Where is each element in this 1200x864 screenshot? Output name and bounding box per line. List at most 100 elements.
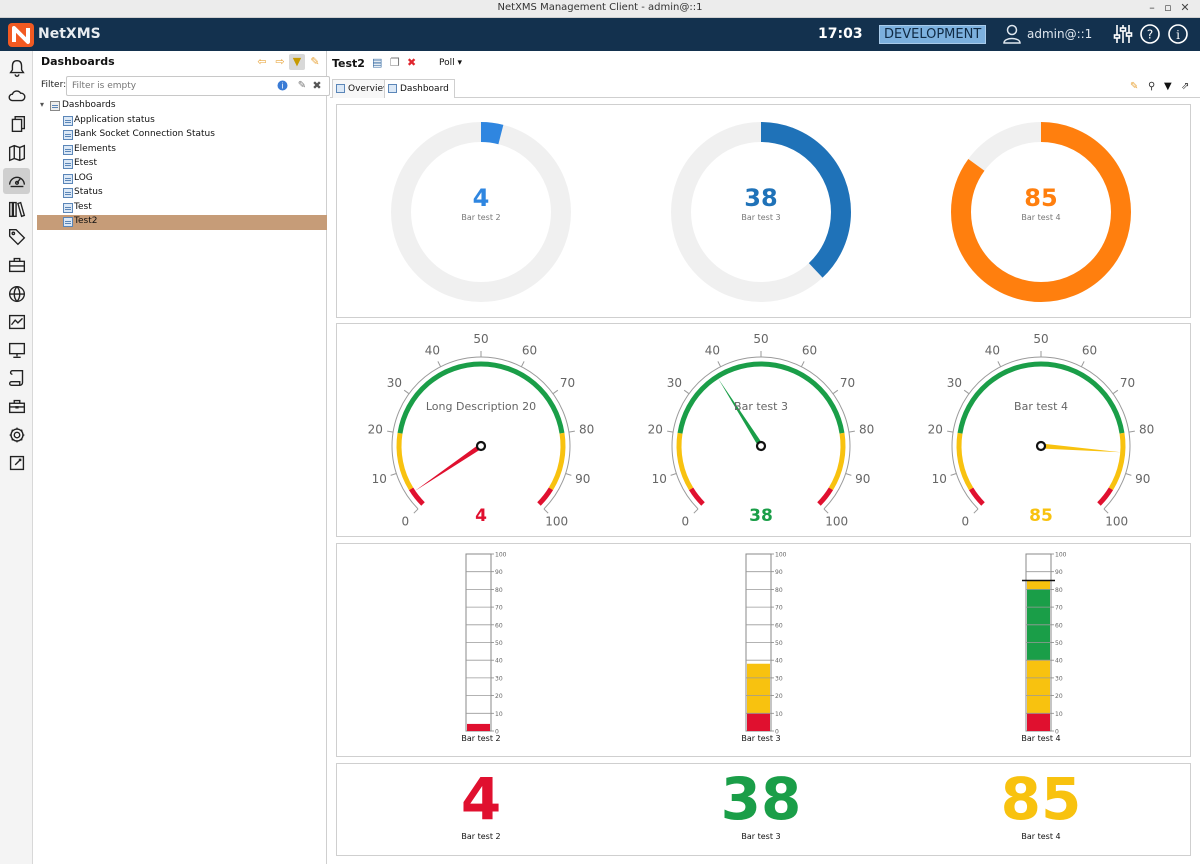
tree-item[interactable]: Application status	[37, 114, 327, 129]
dial-tick	[390, 473, 397, 476]
tab-overview[interactable]: Overview	[332, 79, 397, 98]
bar-gauge: 0 10 20 30 40 50 60 70 80 90 100 Bar test 4	[901, 544, 1181, 756]
user-name[interactable]: admin@::1	[1027, 27, 1093, 41]
tree-root[interactable]: ▾ Dashboards	[37, 99, 327, 114]
delete-icon[interactable]: ✖	[407, 56, 417, 69]
window-icon[interactable]: ▤	[372, 56, 383, 69]
bar-tick-label: 10	[1055, 711, 1063, 718]
tree-item[interactable]: Bank Socket Connection Status	[37, 128, 327, 143]
forward-arrow-icon[interactable]: ⇨	[275, 55, 285, 68]
briefcase-icon[interactable]	[3, 252, 30, 278]
help-icon[interactable]: ?	[1139, 23, 1161, 45]
dial-hub	[475, 440, 487, 452]
dial-tick	[683, 389, 690, 395]
ring-gauge: 4 Bar test 2	[341, 105, 621, 317]
dial-tick-label: 100	[545, 515, 568, 529]
dial-tick-label: 30	[387, 376, 402, 390]
bar-fill-segment	[1027, 607, 1050, 625]
ring-value-arc	[391, 122, 571, 302]
tree-item[interactable]: Elements	[37, 143, 327, 158]
dial-tick-label: 60	[802, 344, 817, 358]
bar-tick-label: 10	[495, 711, 503, 718]
tags-icon[interactable]	[3, 224, 30, 250]
tree-item[interactable]: Test	[37, 201, 327, 216]
gear-icon[interactable]	[3, 422, 30, 448]
bar-gauges-panel: 0 10 20 30 40 50 60 70 80 90 100 Bar test 2 0 10 20 30 4…	[336, 543, 1191, 757]
dial-tick-label: 50	[473, 332, 488, 346]
monitor-icon[interactable]	[3, 337, 30, 363]
tab-dashboard[interactable]: Dashboard	[384, 79, 455, 98]
dial-gauges-panel: 0 10 20 30 40 50 60 70 80 90 100 Long Description 2…	[336, 323, 1191, 537]
bell-icon[interactable]	[3, 55, 30, 81]
poll-button[interactable]: Poll ▾	[439, 58, 462, 68]
pin-icon[interactable]: ✎	[310, 55, 320, 68]
dashboard-tree: ▾ Dashboards Application status Bank Sock…	[37, 99, 327, 230]
dial-tick	[1112, 389, 1119, 395]
dial-zone-yellow	[396, 432, 414, 491]
bar-label: Bar test 3	[741, 734, 781, 743]
ring-value: 85	[1024, 184, 1058, 212]
back-arrow-icon[interactable]: ⇦	[257, 55, 267, 68]
tools-icon[interactable]	[3, 450, 30, 476]
dial-tick	[717, 361, 722, 367]
dial-tick-label: 10	[932, 472, 947, 486]
settings-sliders-icon[interactable]	[1113, 23, 1133, 45]
toolbox-icon[interactable]	[3, 393, 30, 419]
dial-tick	[387, 430, 394, 433]
dial-tick-label: 90	[855, 472, 870, 486]
chart-icon[interactable]	[3, 309, 30, 335]
dial-hub	[755, 440, 767, 452]
dial-tick-label: 70	[1120, 376, 1135, 390]
dial-tick	[848, 430, 855, 433]
clone-icon[interactable]: ❐	[390, 56, 400, 69]
tree-item[interactable]: Status	[37, 186, 327, 201]
clear-filter-icon[interactable]: ✖	[312, 79, 322, 92]
bar-tick-label: 30	[775, 675, 783, 682]
filter-options-icon[interactable]: ✎	[297, 80, 307, 91]
bar-tick-label: 20	[1055, 693, 1063, 700]
library-icon[interactable]	[3, 196, 30, 222]
maximize-icon[interactable]: ▫	[1164, 1, 1172, 14]
close-icon[interactable]: ✕	[1180, 1, 1190, 14]
text-gauge-label: Bar test 2	[461, 832, 501, 841]
svg-text:i: i	[1176, 28, 1180, 42]
filter-input[interactable]	[66, 76, 330, 96]
minimize-icon[interactable]: –	[1149, 1, 1155, 14]
info-icon[interactable]: i	[1167, 23, 1189, 45]
dashboard-item-icon	[63, 217, 73, 227]
view-menu-icon[interactable]: ▼	[1164, 81, 1172, 92]
dial-tick-label: 80	[579, 422, 594, 436]
dial-outer-scale	[391, 356, 571, 510]
bar-fill-segment	[1027, 660, 1050, 678]
dial-tick	[997, 361, 1002, 367]
tree-item[interactable]: Etest	[37, 157, 327, 172]
dial-tick	[832, 389, 839, 395]
text-gauge-label: Bar test 4	[1021, 832, 1061, 841]
tree-item-label: Etest	[74, 158, 97, 168]
dial-zone-red	[968, 487, 985, 506]
netxms-logo-icon	[8, 23, 34, 47]
dial-tick	[800, 361, 805, 367]
map-icon[interactable]	[3, 140, 30, 166]
dial-tick-label: 20	[648, 422, 663, 436]
edit-icon[interactable]: ✎	[1130, 81, 1139, 92]
user-icon[interactable]	[1002, 24, 1022, 44]
script-icon[interactable]	[3, 365, 30, 391]
dial-tick-label: 60	[1082, 344, 1097, 358]
collapse-arrow-icon[interactable]: ▾	[40, 100, 45, 109]
tree-item[interactable]: LOG	[37, 172, 327, 187]
detach-icon[interactable]: ⇗	[1181, 81, 1190, 92]
dial-gauge: 0 10 20 30 40 50 60 70 80 90 100 Long Description 2…	[341, 324, 621, 536]
svg-text:?: ?	[1147, 28, 1153, 42]
globe-icon[interactable]	[3, 281, 30, 307]
dial-zone-yellow	[1108, 432, 1126, 491]
bar-tick-label: 60	[1055, 622, 1063, 629]
pin-view-icon[interactable]: ⚲	[1148, 81, 1156, 92]
documents-icon[interactable]	[3, 111, 30, 137]
tree-item[interactable]: Test2	[37, 215, 327, 230]
filter-icon[interactable]: ▼	[289, 54, 305, 70]
dial-tick-label: 10	[372, 472, 387, 486]
dashboard-icon[interactable]	[3, 167, 30, 194]
cloud-icon[interactable]	[3, 83, 30, 109]
panel-title: Dashboards	[41, 55, 115, 68]
